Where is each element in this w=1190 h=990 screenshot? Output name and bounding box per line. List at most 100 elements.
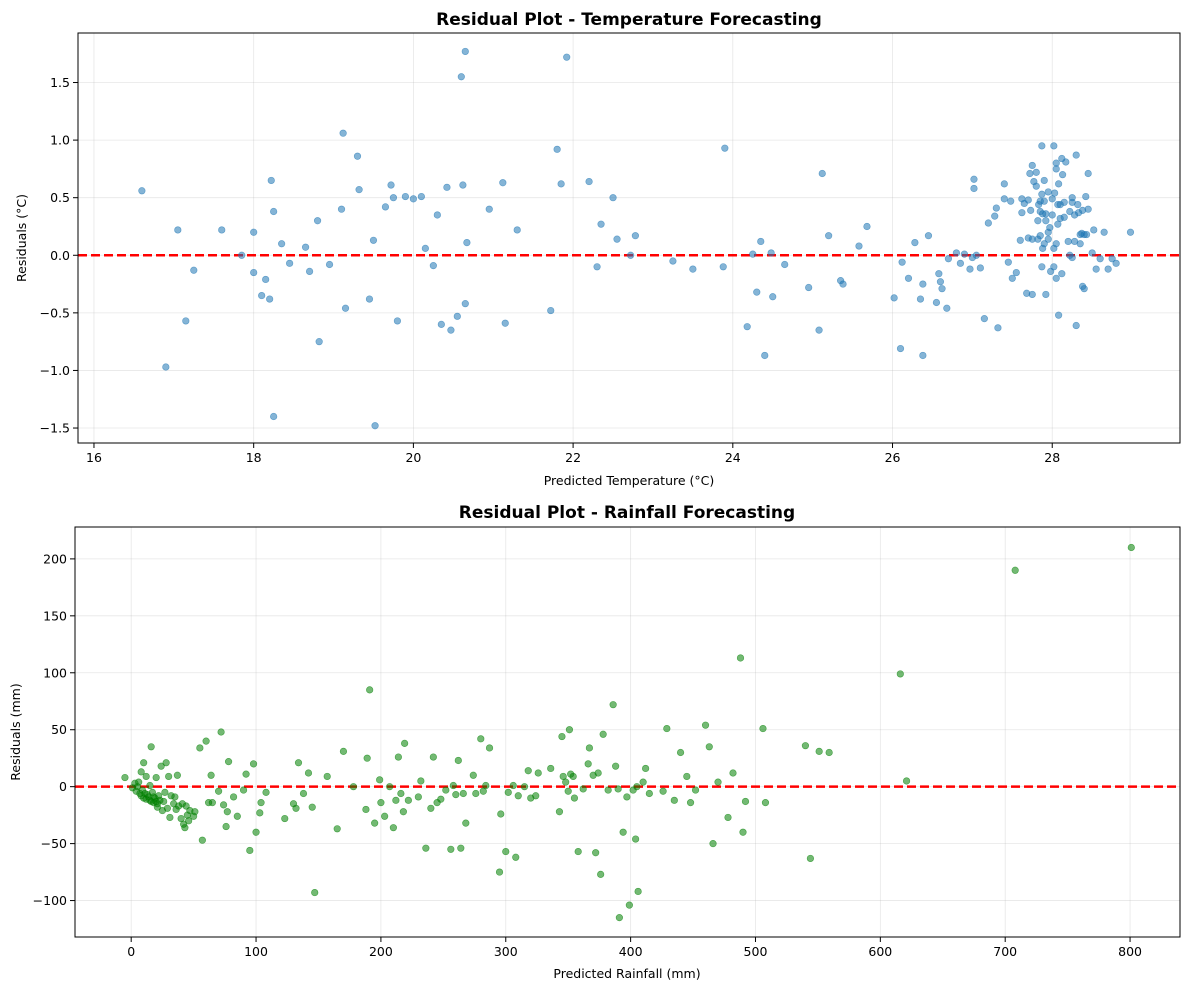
- temperature-data-point: [341, 304, 350, 312]
- temperature-data-point: [960, 250, 968, 258]
- temperature-data-point: [1066, 207, 1074, 216]
- rainfall-data-point: [246, 846, 254, 855]
- rainfall-data-point: [163, 804, 171, 812]
- temperature-data-point: [721, 144, 729, 152]
- temperature-data-point: [1051, 189, 1059, 197]
- temperature-data-point: [421, 244, 429, 252]
- rainfall-data-point: [223, 808, 231, 816]
- rainfall-data-point: [339, 747, 348, 755]
- temperature-data-point: [815, 326, 823, 334]
- temperature-data-point: [218, 226, 226, 234]
- temperature-data-point: [1062, 158, 1070, 166]
- temperature-data-point: [916, 295, 925, 303]
- rainfall-data-point: [239, 786, 248, 794]
- temperature-data-point: [769, 293, 777, 301]
- temperature-data-point: [1042, 210, 1050, 218]
- rainfall-data-point: [609, 701, 617, 709]
- temperature-x-tick-label: 20: [405, 450, 421, 465]
- temperature-data-point: [1088, 249, 1096, 257]
- rainfall-data-point: [135, 778, 143, 786]
- temperature-data-point: [457, 73, 465, 81]
- rainfall-data-point: [642, 764, 650, 773]
- rainfall-x-ticks: 0 100 200 300 400 500 600 700 800: [127, 937, 1142, 959]
- rainfall-data-point: [555, 808, 564, 816]
- temperature-data-point: [401, 192, 410, 201]
- temperature-data-point: [387, 181, 395, 189]
- rainfall-data-point: [449, 781, 457, 790]
- temperature-data-point: [991, 212, 999, 220]
- temperature-data-point: [952, 249, 961, 257]
- rainfall-data-point: [729, 769, 737, 777]
- rainfall-data-point: [397, 789, 405, 798]
- rainfall-x-tick-label: 600: [868, 944, 892, 959]
- rainfall-data-point: [121, 773, 129, 782]
- rainfall-data-point: [896, 670, 904, 678]
- temperature-data-point: [609, 194, 617, 202]
- temperature-data-point: [463, 239, 471, 247]
- rainfall-data-point: [152, 773, 160, 782]
- rainfall-data-point: [599, 730, 607, 738]
- rainfall-data-point: [714, 778, 722, 786]
- rainfall-data-point: [633, 783, 641, 791]
- rainfall-y-tick-label: −50: [41, 836, 67, 851]
- rainfall-data-point: [427, 804, 435, 812]
- temperature-data-point: [743, 323, 751, 331]
- temperature-data-point: [767, 249, 775, 257]
- temperature-data-point: [966, 265, 974, 273]
- temperature-data-point: [1126, 228, 1135, 236]
- rainfall-data-point: [229, 793, 238, 801]
- rainfall-data-point: [242, 770, 250, 778]
- rainfall-data-point: [394, 753, 402, 761]
- temperature-data-point: [970, 184, 978, 193]
- rainfall-data-point: [686, 799, 695, 807]
- temperature-y-tick-label: 0.5: [50, 190, 70, 205]
- rainfall-x-tick-label: 300: [494, 944, 518, 959]
- rainfall-data-point: [676, 748, 685, 757]
- rainfall-data-point: [659, 787, 667, 795]
- temperature-data-point: [1092, 265, 1100, 273]
- rainfall-data-point: [262, 788, 270, 796]
- temperature-data-point: [174, 226, 182, 234]
- temperature-y-axis-label: Residuals (°C): [14, 194, 29, 282]
- temperature-y-tick-label: 1.0: [50, 133, 70, 148]
- rainfall-data-point: [509, 781, 517, 790]
- temperature-data-point: [1082, 192, 1090, 201]
- temperature-y-tick-label: 0.0: [50, 248, 70, 263]
- rainfall-data-point: [562, 778, 570, 786]
- temperature-data-point: [162, 363, 170, 371]
- temperature-y-tick-label: −1.5: [40, 421, 70, 436]
- temperature-data-point: [890, 294, 898, 302]
- temperature-y-tick-label: −1.0: [40, 363, 70, 378]
- temperature-data-point: [1000, 180, 1008, 188]
- rainfall-data-point: [634, 887, 642, 896]
- temperature-data-point: [1082, 230, 1091, 239]
- rainfall-data-point: [739, 828, 747, 836]
- temperature-data-point: [1012, 268, 1020, 277]
- temperature-data-point: [433, 211, 441, 219]
- rainfall-data-point: [160, 797, 168, 806]
- temperature-data-point: [250, 268, 258, 277]
- temperature-data-point: [182, 317, 190, 325]
- temperature-plot-frame: [77, 32, 1181, 444]
- rainfall-data-point: [147, 743, 155, 751]
- rainfall-data-point: [146, 781, 154, 790]
- rainfall-data-point: [208, 799, 216, 807]
- rainfall-data-point: [157, 762, 165, 770]
- temperature-points: [138, 47, 1135, 430]
- rainfall-data-point: [294, 759, 303, 767]
- rainfall-data-point: [217, 728, 225, 736]
- rainfall-data-point: [389, 824, 397, 832]
- temperature-data-point: [896, 344, 905, 353]
- rainfall-y-tick-label: −100: [33, 893, 67, 908]
- temperature-data-point: [1080, 285, 1088, 293]
- rainfall-data-point: [709, 840, 717, 848]
- temperature-data-point: [1084, 205, 1092, 213]
- rainfall-data-point: [454, 756, 462, 765]
- rainfall-data-point: [569, 772, 577, 781]
- rainfall-x-tick-label: 0: [127, 944, 135, 959]
- temperature-data-point: [919, 351, 927, 360]
- temperature-x-tick-label: 26: [885, 450, 901, 465]
- rainfall-data-point: [349, 783, 358, 791]
- temperature-data-point: [1059, 171, 1067, 179]
- rainfall-data-point: [333, 825, 341, 833]
